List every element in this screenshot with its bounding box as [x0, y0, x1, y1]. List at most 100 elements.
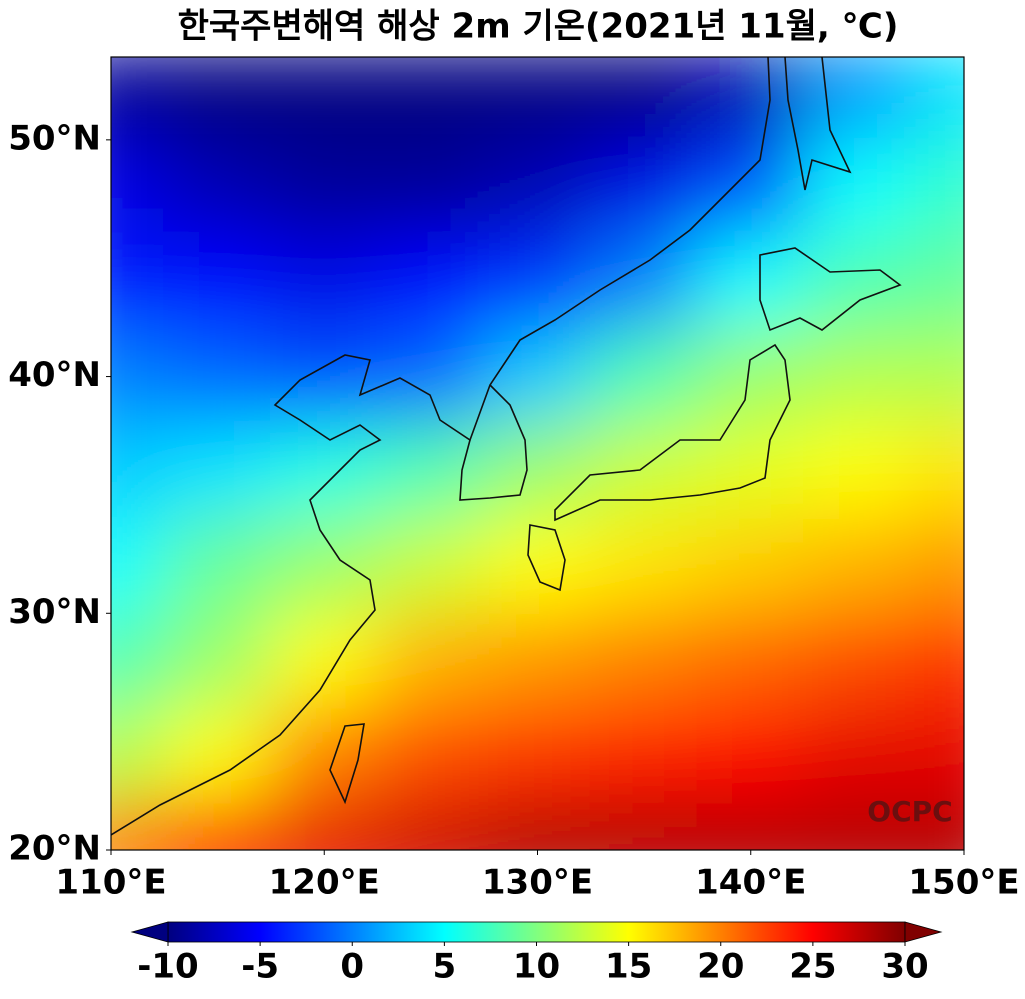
- field-cell: [909, 233, 964, 331]
- field-cell: [696, 612, 806, 709]
- y-tick-label: 50°N: [8, 118, 101, 158]
- field-cell: [163, 801, 272, 850]
- colorbar-body: [167, 921, 906, 943]
- field-cell: [483, 517, 592, 615]
- field-cell: [909, 706, 964, 804]
- field-cell: [909, 801, 964, 850]
- field-cell: [163, 138, 272, 236]
- field-cell: [909, 612, 964, 709]
- field-cell: [589, 517, 699, 615]
- field-cell: [163, 233, 272, 331]
- field-cell: [696, 706, 806, 804]
- field-cell: [376, 612, 486, 709]
- field-cell: [589, 706, 699, 804]
- colorbar-tick-label: -5: [241, 947, 279, 987]
- field-cell: [111, 612, 166, 709]
- coastlines: [111, 57, 902, 836]
- temperature-field: [111, 57, 964, 850]
- field-cell: [269, 517, 379, 615]
- field-cell: [376, 706, 486, 804]
- field-cell: [269, 612, 379, 709]
- field-cell: [909, 422, 964, 520]
- x-tick-label: 120°E: [269, 863, 380, 903]
- colorbar-tick-label: 5: [433, 947, 457, 987]
- x-tick-label: 140°E: [695, 863, 806, 903]
- field-cell: [803, 422, 912, 520]
- watermark: OCPC: [867, 795, 952, 828]
- chart-title: 한국주변해역 해상 2m 기온(2021년 11월, ℃): [178, 7, 899, 47]
- field-cell: [803, 801, 912, 850]
- coastline-kyushu: [527, 524, 566, 592]
- x-tick-label: 130°E: [482, 863, 593, 903]
- field-cell: [696, 138, 806, 236]
- field-cell: [163, 422, 272, 520]
- field-cell: [376, 422, 486, 520]
- field-cell: [483, 422, 592, 520]
- field-cell: [696, 57, 806, 141]
- field-cell: [269, 57, 379, 141]
- field-cell: [111, 328, 166, 425]
- colorbar-tick-label: -10: [137, 947, 198, 987]
- field-cell: [803, 138, 912, 236]
- field-cell: [909, 328, 964, 425]
- field-cell: [163, 517, 272, 615]
- x-tick-label: 110°E: [55, 863, 166, 903]
- field-cell: [803, 328, 912, 425]
- field-cell: [803, 57, 912, 141]
- field-cell: [376, 233, 486, 331]
- field-cell: [269, 801, 379, 850]
- field-cell: [483, 328, 592, 425]
- colorbar-tick-label: 10: [513, 947, 560, 987]
- field-cell: [376, 138, 486, 236]
- field-cell: [111, 138, 166, 236]
- field-cell: [909, 57, 964, 141]
- field-cell: [483, 233, 592, 331]
- field-cell: [111, 57, 166, 141]
- field-cell: [483, 57, 592, 141]
- field-cell: [696, 233, 806, 331]
- field-cell: [163, 706, 272, 804]
- field-cell: [111, 233, 166, 331]
- coastline-korea: [459, 384, 528, 501]
- colorbar-tick-label: 25: [789, 947, 836, 987]
- field-cell: [269, 138, 379, 236]
- field-cell: [376, 801, 486, 850]
- field-cell: [589, 57, 699, 141]
- field-cell: [111, 422, 166, 520]
- field-cell: [163, 328, 272, 425]
- field-cell: [909, 517, 964, 615]
- colorbar: -10 -5 0 5 10 15 20 25 30: [130, 921, 943, 987]
- colorbar-tick-label: 20: [697, 947, 744, 987]
- colorbar-extend-max: [904, 921, 943, 943]
- field-cell: [111, 706, 166, 804]
- y-tick-label: 40°N: [8, 355, 101, 395]
- field-cell: [376, 328, 486, 425]
- field-cell: [483, 612, 592, 709]
- field-cell: [589, 612, 699, 709]
- field-cell: [111, 801, 166, 850]
- field-cell: [696, 328, 806, 425]
- field-cell: [696, 801, 806, 850]
- colorbar-tick-label: 0: [340, 947, 364, 987]
- field-cell: [589, 422, 699, 520]
- coastline-honshu: [554, 343, 791, 522]
- coastline-taiwan: [329, 723, 365, 805]
- field-cell: [163, 57, 272, 141]
- coastline-china: [111, 57, 771, 836]
- field-cell: [803, 612, 912, 709]
- field-cell: [483, 706, 592, 804]
- field-cells: [111, 57, 964, 850]
- colorbar-tick-label: 15: [605, 947, 652, 987]
- field-cell: [589, 138, 699, 236]
- field-cell: [163, 612, 272, 709]
- field-cell: [589, 233, 699, 331]
- y-tick-label: 20°N: [8, 829, 101, 869]
- y-tick-label: 30°N: [8, 592, 101, 632]
- field-cell: [111, 517, 166, 615]
- field-cell: [696, 422, 806, 520]
- field-cell: [696, 517, 806, 615]
- field-cell: [909, 138, 964, 236]
- field-cell: [376, 517, 486, 615]
- field-cell: [483, 138, 592, 236]
